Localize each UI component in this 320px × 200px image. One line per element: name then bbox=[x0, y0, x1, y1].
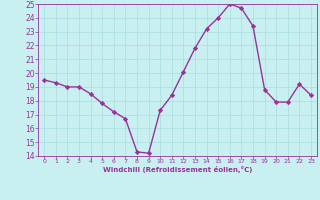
X-axis label: Windchill (Refroidissement éolien,°C): Windchill (Refroidissement éolien,°C) bbox=[103, 166, 252, 173]
